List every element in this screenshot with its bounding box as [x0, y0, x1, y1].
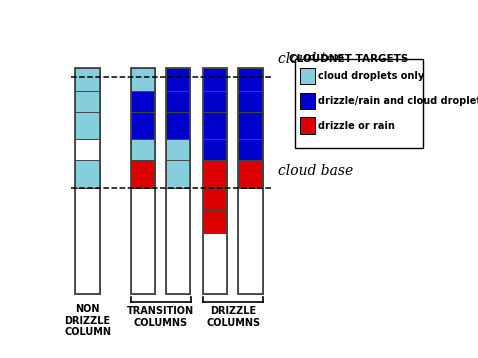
- Bar: [300, 68, 315, 84]
- Bar: [131, 160, 155, 188]
- Bar: [166, 91, 190, 112]
- Bar: [131, 188, 155, 294]
- Bar: [239, 91, 262, 112]
- Bar: [166, 139, 190, 160]
- Bar: [166, 112, 190, 139]
- Text: cloud base: cloud base: [278, 164, 354, 178]
- Bar: [166, 160, 190, 188]
- Bar: [166, 68, 190, 91]
- Bar: [300, 93, 315, 109]
- Text: CLOUDNET TARGETS: CLOUDNET TARGETS: [289, 54, 408, 64]
- Bar: [76, 112, 99, 139]
- Bar: [239, 68, 262, 294]
- Text: drizzle or rain: drizzle or rain: [318, 121, 395, 131]
- Bar: [76, 160, 99, 188]
- Bar: [203, 68, 228, 91]
- Bar: [239, 188, 262, 294]
- Bar: [76, 91, 99, 112]
- Text: DRIZZLE
COLUMNS: DRIZZLE COLUMNS: [206, 306, 260, 328]
- Bar: [166, 68, 190, 294]
- Bar: [76, 68, 99, 294]
- Bar: [239, 160, 262, 188]
- Text: drizzle/rain and cloud droplets: drizzle/rain and cloud droplets: [318, 96, 478, 106]
- Text: cloud droplets only: cloud droplets only: [318, 71, 424, 81]
- Bar: [131, 112, 155, 139]
- Bar: [203, 91, 228, 112]
- Bar: [203, 139, 228, 160]
- Text: cloud top: cloud top: [278, 53, 344, 67]
- Bar: [203, 188, 228, 210]
- Bar: [203, 160, 228, 188]
- Bar: [239, 139, 262, 160]
- Bar: [166, 188, 190, 294]
- Bar: [203, 233, 228, 294]
- Bar: [131, 139, 155, 160]
- Bar: [203, 68, 228, 294]
- Bar: [131, 91, 155, 112]
- Bar: [76, 68, 99, 91]
- Bar: [203, 112, 228, 139]
- Bar: [300, 117, 315, 134]
- Text: NON
DRIZZLE
COLUMN: NON DRIZZLE COLUMN: [64, 304, 111, 338]
- Bar: [76, 139, 99, 160]
- Bar: [76, 188, 99, 294]
- Bar: [131, 68, 155, 294]
- Bar: [203, 210, 228, 233]
- Bar: [295, 59, 423, 148]
- Bar: [239, 68, 262, 91]
- Bar: [239, 112, 262, 139]
- Bar: [131, 68, 155, 91]
- Text: TRANSITION
COLUMNS: TRANSITION COLUMNS: [127, 306, 195, 328]
